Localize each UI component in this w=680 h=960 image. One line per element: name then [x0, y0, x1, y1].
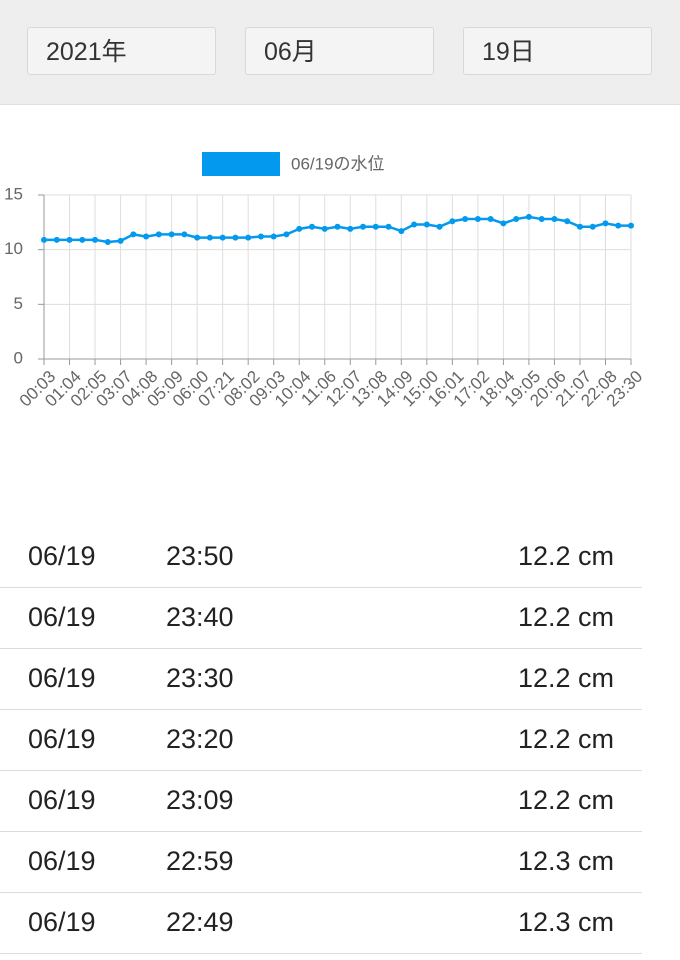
point [474, 216, 481, 223]
time: 23:50 [166, 541, 234, 571]
table-row: 06/19 23:50 12.2 cm [0, 527, 642, 588]
header: 2021年 06月 19日 [0, 0, 680, 105]
point [155, 231, 162, 238]
time: 23:09 [166, 785, 234, 815]
date: 06/19 [28, 785, 96, 815]
time: 22:59 [166, 846, 234, 876]
legend-label: 06/19の水位 [291, 154, 385, 173]
point [385, 223, 392, 230]
y-tick-label: 15 [4, 184, 23, 203]
point [360, 223, 367, 230]
point [615, 222, 622, 229]
point [245, 234, 252, 241]
point [525, 213, 532, 220]
time: 22:49 [166, 907, 234, 937]
point [334, 223, 341, 230]
point [117, 237, 124, 244]
point [564, 218, 571, 225]
point [232, 234, 239, 241]
year-select[interactable]: 2021年 [27, 27, 216, 75]
point [53, 236, 60, 243]
level: 12.2 cm [517, 724, 614, 754]
point [283, 231, 290, 238]
point [423, 221, 430, 228]
point [576, 223, 583, 230]
point [347, 225, 354, 232]
date: 06/19 [28, 846, 96, 876]
date: 06/19 [28, 663, 96, 693]
point [41, 236, 47, 243]
level: 12.2 cm [517, 785, 614, 815]
level: 12.3 cm [517, 846, 614, 876]
table-row: 06/19 23:09 12.2 cm [0, 771, 642, 832]
point [194, 234, 201, 241]
level: 12.2 cm [517, 602, 614, 632]
point [589, 223, 596, 230]
point [462, 216, 469, 223]
time: 23:20 [166, 724, 234, 754]
date: 06/19 [28, 541, 96, 571]
date: 06/19 [28, 724, 96, 754]
table-row: 06/19 22:49 12.3 cm [0, 893, 642, 954]
point [500, 220, 507, 227]
point [66, 236, 73, 243]
point [219, 234, 226, 241]
y-tick-label: 5 [14, 294, 23, 313]
point [143, 233, 150, 240]
point [436, 223, 443, 230]
point [628, 222, 634, 229]
month-select[interactable]: 06月 [245, 27, 434, 75]
date: 06/19 [28, 907, 96, 937]
chart: 06/19の水位00:0301:0402:0503:0704:0805:0906… [4, 152, 646, 410]
point [321, 225, 328, 232]
level: 12.3 cm [517, 907, 614, 937]
point [487, 216, 494, 223]
point [181, 231, 188, 238]
table-row: 06/19 23:20 12.2 cm [0, 710, 642, 771]
point [257, 233, 264, 240]
point [104, 239, 111, 246]
level: 12.2 cm [517, 541, 614, 571]
level: 12.2 cm [517, 663, 614, 693]
time: 23:40 [166, 602, 234, 632]
table-row: 06/19 22:59 12.3 cm [0, 832, 642, 893]
date: 06/19 [28, 602, 96, 632]
point [79, 236, 86, 243]
point [372, 223, 379, 230]
point [168, 231, 175, 238]
day-select[interactable]: 19日 [463, 27, 652, 75]
point [206, 234, 213, 241]
point [130, 231, 137, 238]
y-tick-label: 10 [4, 239, 23, 258]
point [270, 233, 277, 240]
point [513, 216, 520, 223]
point [411, 221, 418, 228]
point [308, 223, 315, 230]
point [602, 220, 609, 227]
point [398, 228, 405, 235]
time: 23:30 [166, 663, 234, 693]
point [92, 236, 99, 243]
point [449, 218, 456, 225]
point [538, 216, 545, 223]
point [551, 216, 558, 223]
table-row: 06/19 23:40 12.2 cm [0, 588, 642, 649]
y-tick-label: 0 [14, 348, 23, 367]
legend-swatch [202, 152, 280, 176]
table-row: 06/19 23:30 12.2 cm [0, 649, 642, 710]
point [296, 225, 303, 232]
